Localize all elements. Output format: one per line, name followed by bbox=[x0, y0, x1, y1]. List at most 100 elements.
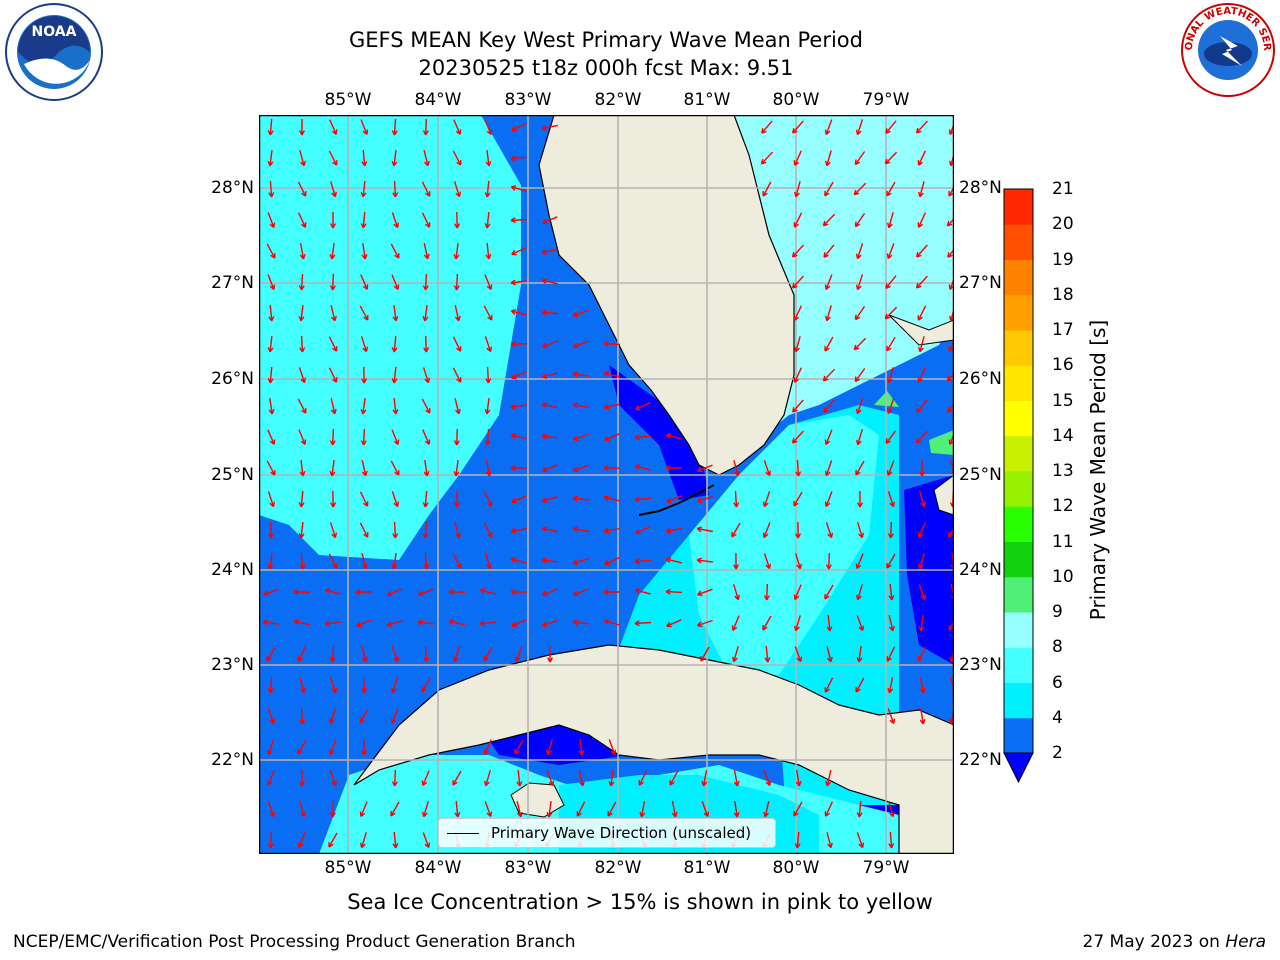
colorbar-segment-1 bbox=[1004, 682, 1033, 719]
wave-arrow-404 bbox=[639, 801, 646, 818]
wave-arrow-366 bbox=[297, 739, 307, 755]
wave-arrow-66 bbox=[299, 242, 306, 260]
wave-arrow-204 bbox=[733, 460, 740, 477]
wave-arrow-241 bbox=[454, 522, 461, 539]
lat-label-left-26n: 26°N bbox=[211, 369, 254, 389]
wave-arrow-31 bbox=[917, 150, 927, 166]
wave-arrow-363 bbox=[919, 707, 926, 725]
wave-arrow-232 bbox=[887, 491, 896, 508]
wave-arrow-371 bbox=[546, 739, 553, 756]
wave-arrow-398 bbox=[454, 800, 461, 818]
wave-arrow-400 bbox=[516, 801, 523, 818]
wave-arrow-155 bbox=[421, 398, 431, 414]
wave-arrow-166 bbox=[886, 398, 895, 415]
period-band-9-10-patch2 bbox=[929, 430, 954, 455]
wave-arrow-147 bbox=[887, 367, 894, 384]
wave-arrow-74 bbox=[541, 248, 558, 255]
lon-label-bottom-85w: 85°W bbox=[324, 858, 372, 878]
wave-arrow-69 bbox=[390, 243, 400, 259]
wave-arrow-182 bbox=[665, 433, 682, 440]
wave-arrow-146 bbox=[854, 368, 866, 383]
colorbar-tick-label-12: 12 bbox=[1052, 496, 1074, 517]
wave-arrow-8 bbox=[511, 122, 527, 132]
wave-arrow-332 bbox=[423, 645, 430, 663]
wave-arrow-83 bbox=[329, 273, 336, 291]
wave-arrow-142 bbox=[572, 371, 590, 378]
wave-arrow-277 bbox=[855, 553, 864, 569]
wave-arrow-355 bbox=[919, 676, 926, 694]
wave-arrow-311 bbox=[479, 620, 497, 627]
wave-arrow-414 bbox=[297, 832, 306, 848]
wave-arrow-210 bbox=[918, 459, 926, 477]
wave-arrow-292 bbox=[603, 588, 620, 596]
wave-arrow-302 bbox=[918, 584, 927, 601]
wave-arrow-40 bbox=[484, 180, 491, 198]
colorbar-tick-label-10: 10 bbox=[1052, 566, 1074, 587]
wave-arrow-38 bbox=[421, 181, 431, 197]
wave-arrow-190 bbox=[299, 460, 306, 477]
wave-arrow-263 bbox=[423, 552, 430, 570]
colorbar-tick-label-11: 11 bbox=[1052, 531, 1074, 552]
footer-date-text: 27 May 2023 on bbox=[1082, 932, 1220, 952]
wave-arrow-240 bbox=[422, 522, 429, 539]
lat-label-right-25n: 25°N bbox=[959, 465, 1002, 485]
wave-arrow-313 bbox=[541, 619, 558, 628]
wave-arrow-175 bbox=[453, 428, 460, 446]
wave-arrow-431 bbox=[826, 832, 833, 849]
wave-arrow-391 bbox=[825, 770, 832, 787]
wave-arrow-153 bbox=[360, 398, 367, 415]
wave-arrow-161 bbox=[603, 403, 620, 410]
wave-arrow-54 bbox=[421, 212, 431, 228]
wave-arrow-158 bbox=[510, 403, 528, 410]
wave-arrow-202 bbox=[665, 464, 683, 471]
wave-arrow-139 bbox=[485, 366, 492, 384]
wave-arrow-88 bbox=[484, 274, 493, 290]
wave-arrow-231 bbox=[856, 490, 864, 508]
wave-arrow-57 bbox=[510, 217, 528, 224]
wave-arrow-433 bbox=[888, 831, 895, 849]
colorbar-segment-14 bbox=[1004, 224, 1033, 260]
colorbar-segment-3 bbox=[1004, 612, 1033, 648]
wave-arrow-348 bbox=[329, 677, 338, 694]
wave-arrow-65 bbox=[266, 243, 276, 259]
wave-arrow-34 bbox=[297, 181, 307, 197]
wave-arrow-365 bbox=[266, 739, 275, 756]
wave-arrow-382 bbox=[546, 770, 555, 787]
wave-arrow-197 bbox=[510, 464, 528, 472]
lon-label-top-80w: 80°W bbox=[772, 90, 820, 110]
wave-arrow-317 bbox=[666, 619, 682, 628]
wave-arrow-393 bbox=[299, 801, 306, 818]
wave-arrow-150 bbox=[268, 397, 275, 415]
wave-arrow-115 bbox=[299, 335, 306, 353]
wave-period-map bbox=[259, 115, 954, 854]
colorbar-segment-10 bbox=[1004, 365, 1033, 401]
lat-label-right-28n: 28°N bbox=[959, 178, 1002, 198]
wave-arrow-264 bbox=[452, 553, 462, 569]
wave-arrow-130 bbox=[918, 336, 925, 353]
wave-arrow-37 bbox=[392, 180, 399, 198]
wave-arrow-39 bbox=[453, 181, 462, 198]
wave-arrow-85 bbox=[391, 274, 400, 290]
wave-arrow-403 bbox=[607, 801, 617, 817]
wave-arrow-62 bbox=[887, 212, 894, 229]
wave-arrow-243 bbox=[510, 527, 528, 534]
map-legend: Primary Wave Direction (unscaled) bbox=[438, 818, 776, 848]
lat-label-left-23n: 23°N bbox=[211, 655, 254, 675]
wave-arrow-125 bbox=[603, 340, 621, 347]
wave-arrow-183 bbox=[791, 430, 804, 444]
wave-arrow-203 bbox=[696, 464, 713, 473]
wave-arrow-259 bbox=[299, 553, 306, 570]
wave-arrow-397 bbox=[422, 801, 429, 818]
sea-ice-note: Sea Ice Concentration > 15% is shown in … bbox=[347, 890, 933, 914]
colorbar-underflow-triangle bbox=[1003, 752, 1034, 784]
lon-label-bottom-81w: 81°W bbox=[683, 858, 731, 878]
wave-arrow-87 bbox=[453, 273, 460, 291]
wave-arrow-271 bbox=[665, 557, 682, 564]
wave-arrow-370 bbox=[514, 739, 524, 755]
wave-arrow-344 bbox=[917, 646, 927, 662]
florida-landmass bbox=[538, 115, 795, 476]
wave-arrow-320 bbox=[762, 615, 772, 631]
wave-arrow-235 bbox=[268, 521, 275, 539]
wave-arrow-205 bbox=[763, 460, 772, 477]
wave-arrow-26 bbox=[760, 151, 774, 165]
